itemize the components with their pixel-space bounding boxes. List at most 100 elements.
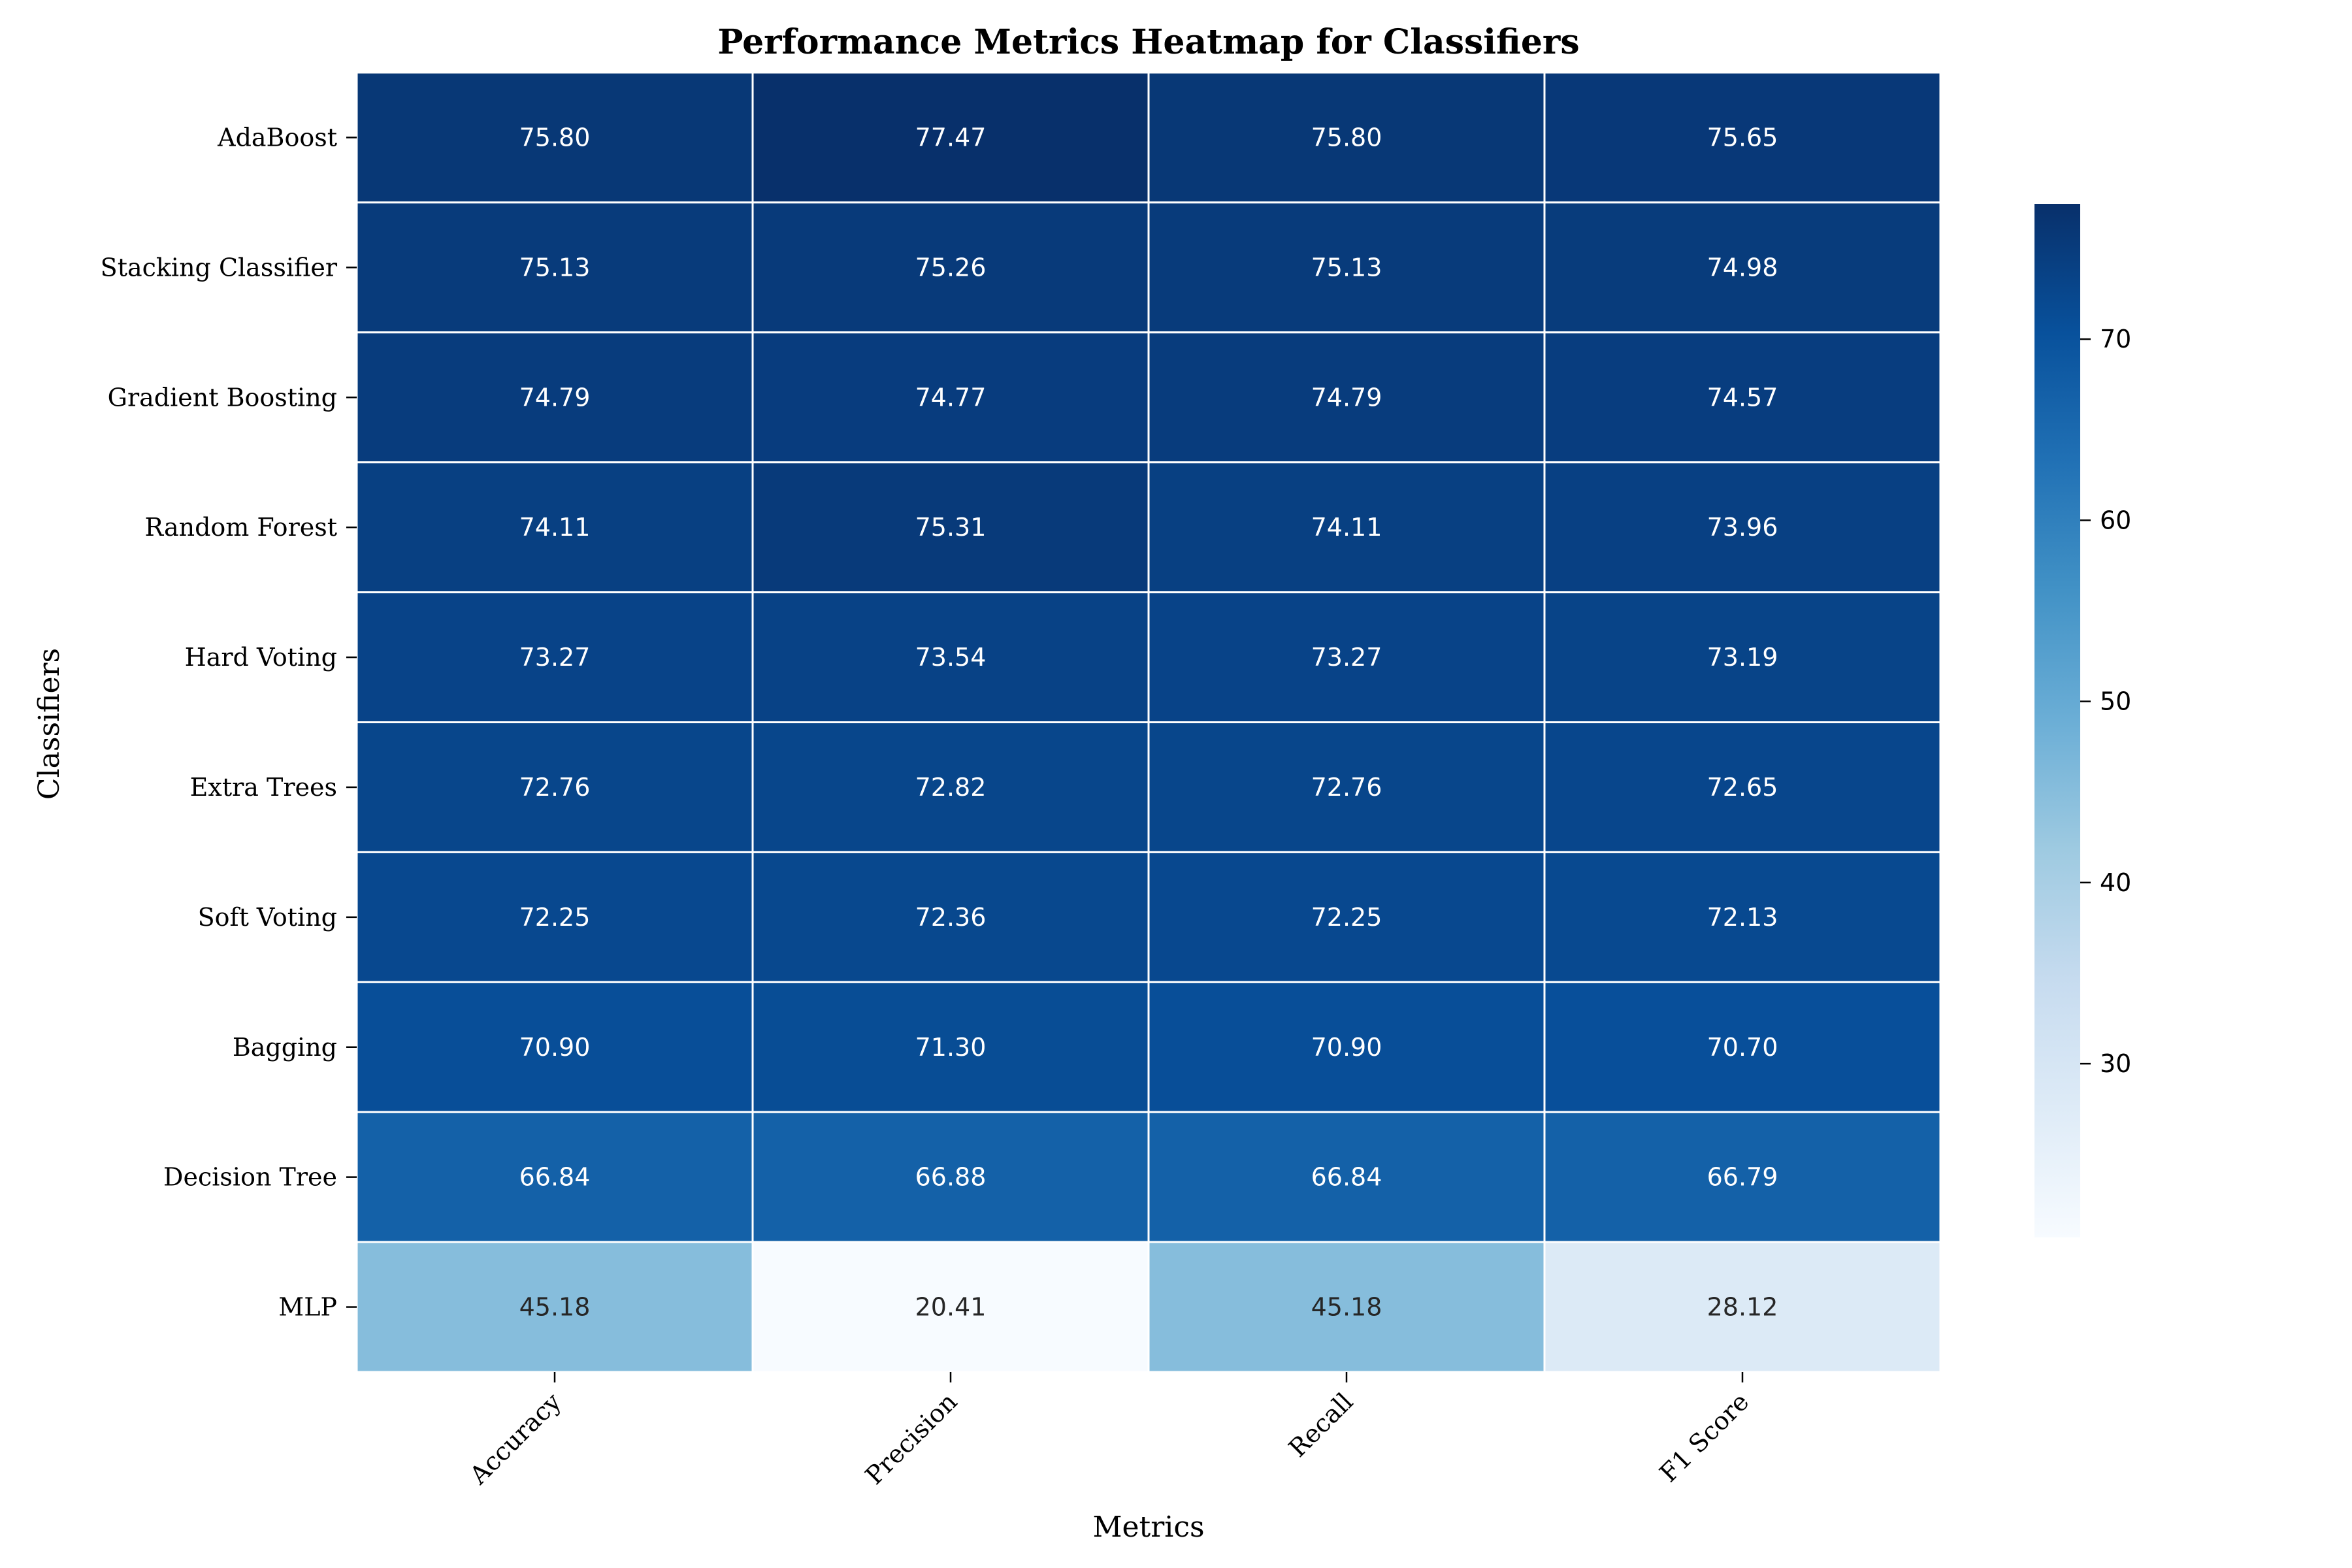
x-tick-labels: Accuracy Precision Recall F1 Score — [464, 1372, 1755, 1490]
heatmap-cell-extra-trees-recall — [1147, 721, 1546, 853]
cell-value-label: 75.65 — [1707, 123, 1778, 152]
cell-value-label: 75.13 — [1311, 253, 1382, 282]
cell-value-label: 72.82 — [915, 773, 987, 802]
heatmap-cell-decision-tree-f1-score — [1543, 1111, 1942, 1243]
heatmap-cell-gradient-boosting-precision — [751, 331, 1150, 464]
cell-value-label: 72.36 — [915, 903, 987, 932]
cell-value-label: 73.19 — [1707, 643, 1778, 672]
y-tick-labels: AdaBoost Stacking Classifier Gradient Boos… — [101, 123, 357, 1322]
y-axis-label: Classifiers — [33, 648, 66, 800]
heatmap-cell-soft-voting-f1-score — [1543, 851, 1942, 983]
y-tick-label-random-forest: Random Forest — [144, 513, 337, 542]
cell-value-label: 28.12 — [1707, 1293, 1778, 1322]
heatmap-cell-adaboost-recall — [1147, 71, 1546, 204]
cell-value-label: 74.57 — [1707, 383, 1778, 412]
cell-value-label: 72.25 — [519, 903, 591, 932]
colorbar: 30 40 50 60 70 — [2034, 204, 2131, 1237]
cell-value-label: 75.80 — [519, 123, 591, 152]
y-tick-label-bagging: Bagging — [233, 1033, 337, 1062]
cell-value-label: 74.77 — [915, 383, 987, 412]
cell-value-label: 70.90 — [519, 1033, 591, 1062]
x-tick-label-accuracy: Accuracy — [464, 1387, 567, 1490]
heatmap-cell-hard-voting-recall — [1147, 591, 1546, 723]
cell-value-label: 71.30 — [915, 1033, 987, 1062]
y-tick-label-mlp: MLP — [278, 1293, 337, 1322]
colorbar-tick-label: 50 — [2100, 687, 2131, 716]
heatmap-cell-extra-trees-precision — [751, 721, 1150, 853]
heatmap-cell-stacking-classifier-f1-score — [1543, 201, 1942, 334]
heatmap-cell-extra-trees-f1-score — [1543, 721, 1942, 853]
y-tick-label-stacking-classifier: Stacking Classifier — [101, 253, 338, 282]
x-tick-label-recall: Recall — [1283, 1387, 1359, 1463]
y-tick-label-hard-voting: Hard Voting — [185, 643, 337, 672]
heatmap-cell-random-forest-precision — [751, 461, 1150, 594]
cell-value-label: 74.98 — [1707, 253, 1778, 282]
cell-value-label: 73.27 — [519, 643, 591, 672]
cell-value-label: 73.54 — [915, 643, 987, 672]
heatmap-cell-adaboost-f1-score — [1543, 71, 1942, 204]
x-tick-label-f1-score: F1 Score — [1654, 1387, 1755, 1488]
heatmap-cell-mlp-f1-score — [1543, 1241, 1942, 1373]
heatmap-cell-hard-voting-precision — [751, 591, 1150, 723]
cell-value-label: 20.41 — [915, 1293, 987, 1322]
heatmap-cell-extra-trees-accuracy — [355, 721, 754, 853]
heatmap-cell-random-forest-accuracy — [355, 461, 754, 594]
cell-value-label: 45.18 — [1311, 1293, 1382, 1322]
cell-value-label: 73.96 — [1707, 513, 1778, 542]
heatmap-cell-bagging-recall — [1147, 981, 1546, 1113]
y-tick-label-extra-trees: Extra Trees — [190, 773, 337, 802]
heatmap-cell-gradient-boosting-f1-score — [1543, 331, 1942, 464]
y-tick-label-decision-tree: Decision Tree — [163, 1163, 337, 1192]
heatmap-cell-mlp-precision — [751, 1241, 1150, 1373]
cell-value-label: 70.70 — [1707, 1033, 1778, 1062]
heatmap-cell-mlp-accuracy — [355, 1241, 754, 1373]
cell-value-label: 72.76 — [1311, 773, 1382, 802]
cell-value-label: 74.79 — [519, 383, 591, 412]
heatmap-cells: 75.80 77.47 75.80 75.65 75.13 75.26 75.13 74.98… — [355, 71, 1942, 1373]
cell-value-label: 70.90 — [1311, 1033, 1382, 1062]
x-axis-label: Metrics — [1092, 1511, 1204, 1544]
heatmap-cell-bagging-accuracy — [355, 981, 754, 1113]
colorbar-tick-label: 40 — [2100, 868, 2131, 897]
heatmap-cell-decision-tree-recall — [1147, 1111, 1546, 1243]
cell-value-label: 72.76 — [519, 773, 591, 802]
heatmap-cell-soft-voting-recall — [1147, 851, 1546, 983]
cell-value-label: 74.11 — [1311, 513, 1382, 542]
cell-value-label: 75.13 — [519, 253, 591, 282]
colorbar-tick-label: 60 — [2100, 506, 2131, 534]
colorbar-gradient — [2034, 204, 2080, 1237]
cell-value-label: 66.79 — [1707, 1163, 1778, 1192]
cell-value-label: 72.65 — [1707, 773, 1778, 802]
cell-value-label: 73.27 — [1311, 643, 1382, 672]
cell-value-label: 72.13 — [1707, 903, 1778, 932]
cell-value-label: 74.11 — [519, 513, 591, 542]
heatmap-cell-mlp-recall — [1147, 1241, 1546, 1373]
cell-value-label: 77.47 — [915, 123, 987, 152]
cell-value-label: 66.88 — [915, 1163, 987, 1192]
heatmap-cell-hard-voting-f1-score — [1543, 591, 1942, 723]
heatmap-cell-random-forest-f1-score — [1543, 461, 1942, 594]
y-tick-label-soft-voting: Soft Voting — [198, 903, 337, 932]
heatmap-cell-adaboost-precision — [751, 71, 1150, 204]
cell-value-label: 74.79 — [1311, 383, 1382, 412]
heatmap-cell-stacking-classifier-accuracy — [355, 201, 754, 334]
x-tick-label-precision: Precision — [860, 1387, 962, 1490]
heatmap-cell-random-forest-recall — [1147, 461, 1546, 594]
cell-value-label: 75.80 — [1311, 123, 1382, 152]
cell-value-label: 66.84 — [519, 1163, 591, 1192]
cell-value-label: 75.31 — [915, 513, 987, 542]
heatmap-cell-adaboost-accuracy — [355, 71, 754, 204]
heatmap-cell-soft-voting-accuracy — [355, 851, 754, 983]
heatmap-cell-hard-voting-accuracy — [355, 591, 754, 723]
y-tick-label-adaboost: AdaBoost — [217, 123, 337, 152]
cell-value-label: 72.25 — [1311, 903, 1382, 932]
cell-value-label: 45.18 — [519, 1293, 591, 1322]
colorbar-tick-label: 70 — [2100, 325, 2131, 353]
chart-title: Performance Metrics Heatmap for Classifi… — [717, 22, 1579, 62]
y-tick-label-gradient-boosting: Gradient Boosting — [108, 383, 337, 412]
colorbar-tick-label: 30 — [2100, 1049, 2131, 1078]
cell-value-label: 66.84 — [1311, 1163, 1382, 1192]
cell-value-label: 75.26 — [915, 253, 987, 282]
heatmap-cell-stacking-classifier-precision — [751, 201, 1150, 334]
